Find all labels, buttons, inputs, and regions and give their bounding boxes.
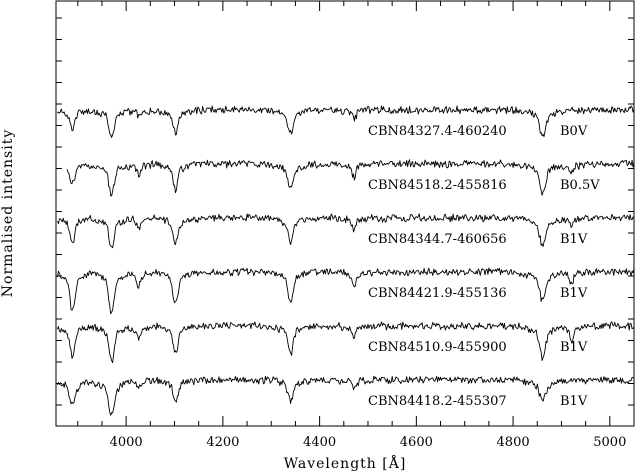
spectrum-line bbox=[57, 213, 635, 249]
x-tick-label: 4800 bbox=[497, 435, 530, 450]
x-tick-label: 4400 bbox=[303, 435, 336, 450]
series-name-label: CBN84510.9-455900 bbox=[368, 340, 507, 355]
spectra-group bbox=[57, 105, 635, 416]
series-name-label: CBN84518.2-455816 bbox=[368, 178, 507, 193]
x-tick-label: 4600 bbox=[400, 435, 433, 450]
spectral-type-label: B1V bbox=[560, 394, 588, 409]
spectrum-line bbox=[66, 159, 635, 197]
series-name-label: CBN84327.4-460240 bbox=[368, 124, 507, 139]
spectral-type-label: B0V bbox=[560, 124, 588, 139]
spectrum-labels: CBN84327.4-460240 B0V CBN84518.2-455816 B0.… bbox=[368, 124, 600, 409]
x-axis-title: Wavelength [Å] bbox=[284, 454, 407, 472]
spectral-type-label: B0.5V bbox=[560, 178, 600, 193]
spectrum-line bbox=[57, 375, 635, 416]
series-name-label: CBN84418.2-455307 bbox=[368, 394, 507, 409]
spectral-type-label: B1V bbox=[560, 286, 588, 301]
spectral-type-label: B1V bbox=[560, 232, 588, 247]
x-tick-label: 4200 bbox=[206, 435, 239, 450]
x-tick-labels: 4000 4200 4400 4600 4800 5000 bbox=[110, 435, 627, 450]
series-name-label: CBN84344.7-460656 bbox=[368, 232, 507, 247]
spectrum-line bbox=[57, 321, 635, 364]
y-axis-title: Normalised intensity bbox=[0, 129, 16, 297]
spectrum-line bbox=[57, 105, 635, 138]
series-name-label: CBN84421.9-455136 bbox=[368, 286, 507, 301]
x-tick-label: 5000 bbox=[593, 435, 626, 450]
x-tick-label: 4000 bbox=[110, 435, 143, 450]
spectrum-line bbox=[57, 267, 635, 315]
plot-frame bbox=[55, 0, 635, 427]
spectral-type-label: B1V bbox=[560, 340, 588, 355]
axis-ticks bbox=[56, 1, 635, 426]
